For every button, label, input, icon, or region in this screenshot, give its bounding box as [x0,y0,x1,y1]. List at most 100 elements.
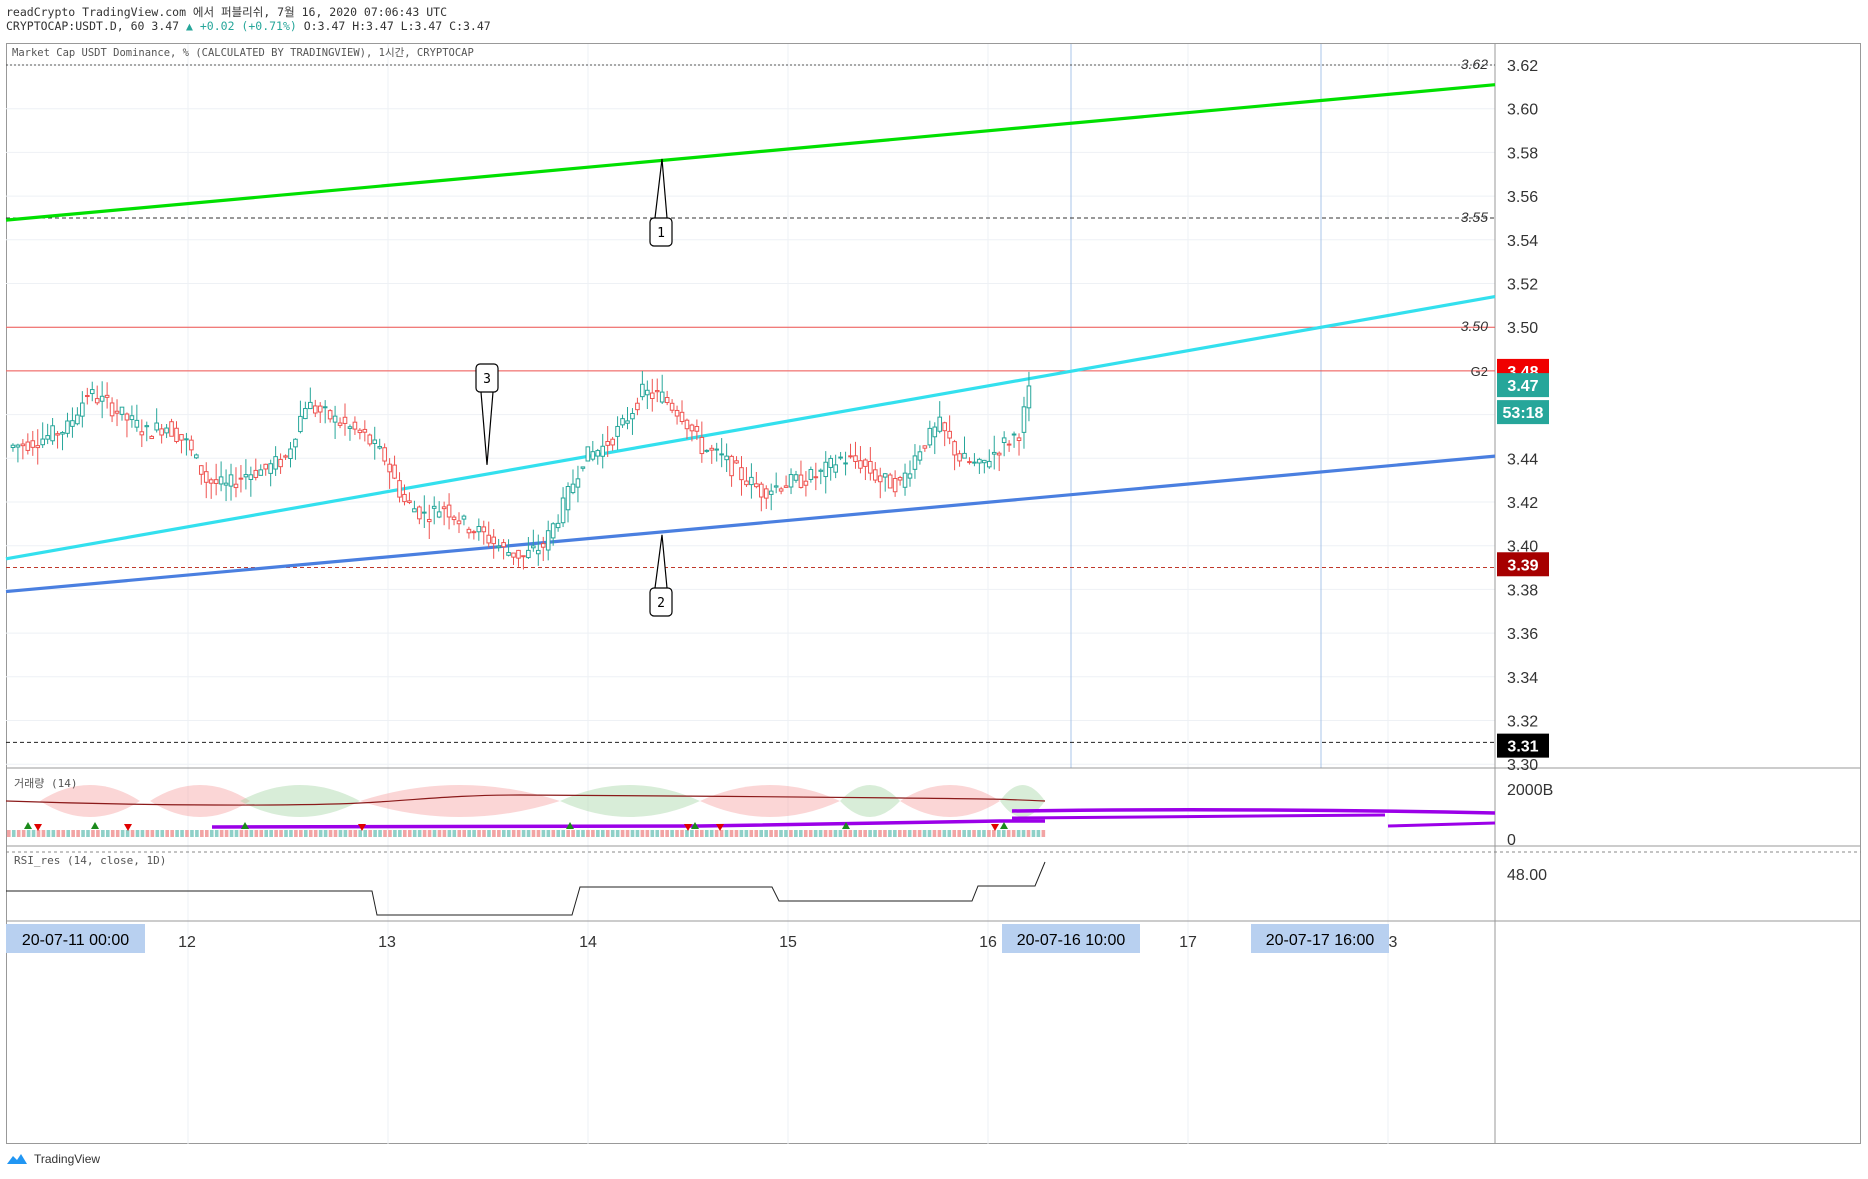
candle-down [654,390,660,393]
volume-bar [91,830,95,837]
candle-down [139,431,145,436]
callout-2-pointer [654,534,668,589]
candle-up [630,413,635,420]
volume-bar [318,830,323,837]
volume-bar [952,830,957,837]
candle-down [947,430,952,439]
volume-bar [422,830,427,837]
candle-down [382,447,387,462]
candle-down [957,453,962,462]
candle-up [560,497,566,524]
countdown-tag-text: 53:18 [1503,405,1544,422]
candle-down [763,488,769,499]
volume-bar [224,830,229,837]
rsi-line [6,861,1046,916]
volume-bar [615,830,620,837]
callout-2-box [649,587,673,617]
candle-up [531,545,536,549]
chart-frame[interactable] [6,43,1861,1144]
candle-down [868,460,873,474]
volume-bar [1031,830,1036,837]
price-tick-label: 3.62 [1507,58,1538,75]
candle-up [640,383,645,398]
volume-bar [774,830,778,837]
change-text: ▲ +0.02 (+0.71%) [186,19,297,33]
candle-down [967,461,972,464]
indicator-title: Market Cap USDT Dominance, % (CALCULATED… [12,47,474,59]
volume-bar [704,830,709,837]
price-tick-label: 3.54 [1507,233,1538,250]
volume-bar [992,830,996,837]
candle-down [897,477,903,481]
candle-down [471,531,477,534]
candle-up [912,455,918,470]
volume-bar [358,830,363,837]
candle-down [189,439,194,451]
bottom-price-tag: 3.31 [1497,733,1549,758]
volume-bar [353,830,358,837]
candle-down [516,549,521,559]
candle-down [858,460,863,469]
candle-up [129,415,135,421]
purple-line-ext3 [1387,821,1496,828]
candle-down [481,526,487,533]
candle-down [342,416,348,424]
volume-bar [66,830,70,837]
candle-down [491,536,496,545]
candle-down [179,434,184,441]
callout-1-box [649,217,673,247]
footer[interactable]: TradingView [6,1152,100,1166]
volume-bar [328,830,333,837]
volume-bar [526,830,531,837]
volume-bar [363,830,367,837]
candle-up [595,450,601,457]
volume-bar [556,830,561,837]
candle-up [719,453,724,456]
support-price-tag-text: 3.39 [1507,557,1538,574]
volume-bar [506,830,511,837]
volume-cloud [900,785,1000,817]
volume-bar [789,830,793,837]
volume-bar [304,830,308,837]
volume-bar [477,830,481,837]
buy-triangle-icon [1000,822,1008,829]
candle-up [223,482,229,486]
volume-bar [749,830,754,837]
volume-bar [858,830,862,837]
candle-up [972,461,977,464]
price-tick-label: 3.56 [1507,189,1538,206]
volume-bar [313,830,318,837]
buy-triangle-icon [842,822,850,829]
volume-bar [813,830,818,837]
time-axis: 12 13 14 15 16 17 3 20-07-11 00:00 20-07-16 10:0… [6,924,1398,953]
candle-up [932,426,938,438]
volume-bar [229,830,234,837]
volume-bar [551,830,556,837]
volume-bar [873,830,877,837]
candle-up [243,474,249,478]
volume-bar [888,830,892,837]
candle-down [407,500,412,503]
volume-bar [521,830,526,837]
last-price-tag: 3.47 [1497,373,1549,398]
volume-cloud [560,785,700,817]
volume-bar [650,830,655,837]
volume-cloud [150,785,250,817]
volume-bar [695,830,699,837]
candlesticks [10,370,1032,570]
candle-up [843,462,848,465]
candle-down [357,429,363,434]
volume-bar [150,830,155,837]
candle-up [75,414,80,425]
volume-bar [625,830,630,837]
volume-bar [605,830,610,837]
candle-up [461,515,467,520]
candle-up [550,523,556,539]
volume-bar [417,830,422,837]
callouts: 1 2 3 [475,158,673,617]
candle-up [768,490,774,495]
time-tick-label: 12 [178,934,196,951]
candle-down [35,445,41,449]
volume-bar [1006,830,1011,837]
